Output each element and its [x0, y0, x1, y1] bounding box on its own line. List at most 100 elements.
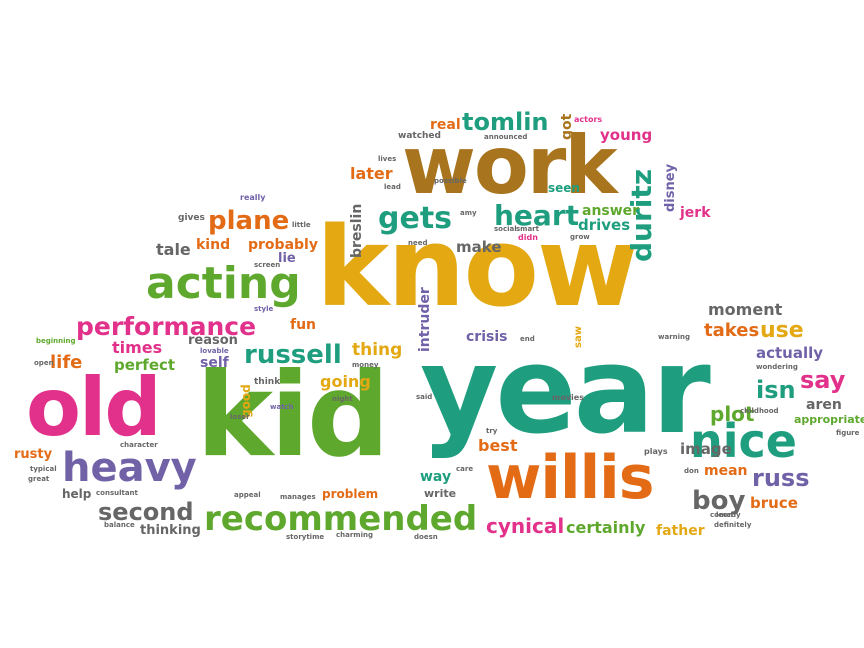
word-reason: reason: [188, 333, 238, 348]
word-appeal: appeal: [234, 491, 261, 499]
word-style: style: [254, 305, 274, 313]
word-mean: mean: [704, 463, 748, 479]
word-need: need: [408, 239, 428, 247]
word-thinking: thinking: [140, 523, 201, 538]
word-didn: didn: [518, 233, 538, 242]
word-childhood: childhood: [740, 407, 779, 415]
word-heart: heart: [494, 199, 580, 232]
word-use: use: [760, 318, 804, 343]
word-possible: possible: [434, 177, 467, 185]
word-work: work: [402, 119, 618, 212]
word-tale: tale: [156, 240, 191, 259]
word-leon: leon: [716, 511, 733, 519]
word-know: know: [316, 203, 639, 331]
word-seen: seen: [548, 181, 580, 195]
word-answer: answer: [582, 203, 640, 219]
word-watch: watch: [270, 403, 294, 411]
word-consultant: consultant: [96, 489, 138, 497]
word-year: year: [420, 322, 711, 461]
word-announced: announced: [484, 133, 528, 141]
word-charming: charming: [336, 531, 373, 539]
word-manages: manages: [280, 493, 316, 501]
word-grow: grow: [570, 233, 590, 241]
word-doesn: doesn: [414, 533, 438, 541]
word-jerk: jerk: [680, 205, 711, 221]
word-intruder: intruder: [417, 287, 433, 352]
word-russell: russell: [244, 340, 342, 370]
word-young: young: [600, 126, 653, 144]
word-cynical: cynical: [486, 514, 565, 538]
word-tomlin: tomlin: [462, 108, 549, 136]
word-heavy: heavy: [62, 445, 197, 491]
word-amy: amy: [460, 209, 477, 217]
word-great: great: [28, 475, 50, 483]
word-takes: takes: [704, 320, 760, 341]
word-care: care: [456, 465, 474, 473]
word-movies: movies: [552, 393, 584, 402]
word-make: make: [456, 238, 502, 256]
word-bruce: bruce: [750, 494, 798, 512]
word-warning: warning: [658, 333, 691, 341]
word-definitely: definitely: [714, 521, 752, 529]
word-life: life: [50, 352, 83, 373]
word-nice: nice: [690, 414, 797, 468]
word-beginning: beginning: [36, 337, 76, 345]
word-got: got: [559, 113, 575, 140]
word-storytime: storytime: [286, 533, 325, 541]
word-aren: aren: [806, 397, 842, 413]
word-second: second: [98, 498, 194, 526]
word-times: times: [112, 338, 163, 357]
word-say: say: [800, 366, 846, 394]
word-really: really: [240, 193, 266, 202]
word-isn: isn: [756, 376, 796, 404]
word-typical: typical: [30, 465, 57, 473]
word-try: try: [486, 427, 498, 435]
word-probably: probably: [248, 237, 318, 253]
word-crisis: crisis: [466, 329, 508, 345]
word-figure: figure: [836, 429, 860, 437]
word-self: self: [200, 355, 229, 371]
word-rusty: rusty: [14, 447, 53, 462]
word-think: think: [254, 377, 281, 387]
word-smart: smart: [516, 225, 539, 233]
word-gets: gets: [378, 201, 453, 236]
word-little: little: [292, 221, 311, 229]
word-social: social: [494, 225, 517, 233]
word-actually: actually: [756, 344, 824, 362]
word-plays: plays: [644, 447, 668, 456]
word-fun: fun: [290, 317, 317, 333]
word-open: open: [34, 359, 54, 367]
word-end: end: [520, 335, 535, 343]
word-write: write: [424, 487, 457, 500]
word-moment: moment: [708, 300, 783, 319]
word-boy: boy: [692, 486, 746, 516]
word-father: father: [656, 523, 705, 539]
word-wondering: wondering: [756, 363, 798, 371]
word-way: way: [420, 469, 452, 485]
word-real: real: [430, 117, 461, 133]
word-comedy: comedy: [710, 511, 741, 519]
word-going: going: [320, 372, 371, 391]
word-acting: acting: [146, 258, 301, 309]
word-lives: lives: [378, 155, 397, 163]
word-kind: kind: [196, 237, 231, 253]
word-said: said: [416, 393, 433, 401]
word-lead: lead: [384, 183, 401, 191]
word-later: later: [350, 164, 393, 183]
word-lovable: lovable: [200, 347, 229, 355]
word-disney: disney: [663, 163, 678, 212]
word-don: don: [684, 467, 699, 475]
word-certainly: certainly: [566, 518, 646, 537]
word-appropriate: appropriate: [794, 413, 864, 426]
word-money: money: [352, 361, 379, 369]
word-character: character: [120, 441, 158, 449]
word-help: help: [62, 487, 92, 501]
word-night: night: [332, 395, 353, 403]
word-plot: plot: [710, 402, 755, 426]
word-lie: lie: [278, 251, 296, 266]
word-problem: problem: [322, 487, 379, 501]
word-saw: saw: [573, 326, 584, 348]
word-watched: watched: [398, 131, 441, 141]
word-old: old: [26, 361, 162, 454]
